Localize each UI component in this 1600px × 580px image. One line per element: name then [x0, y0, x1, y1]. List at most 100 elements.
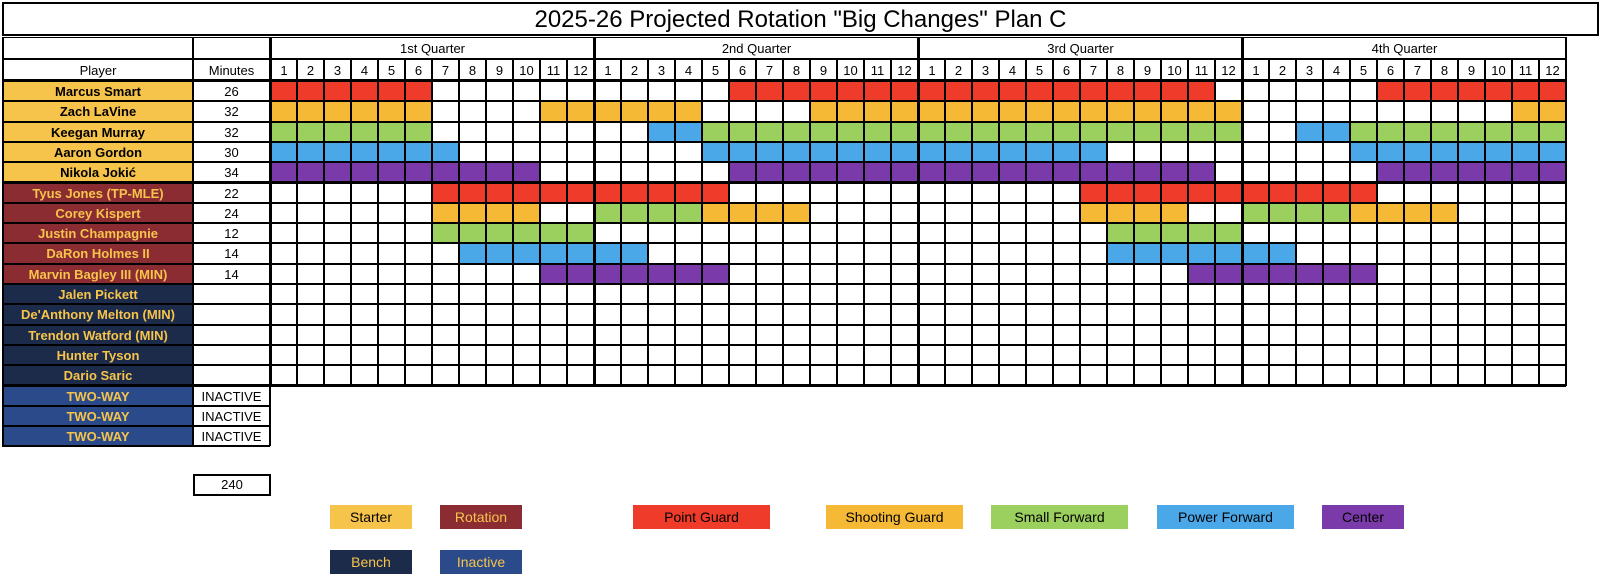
- minute-slot[interactable]: [702, 304, 729, 325]
- minute-slot[interactable]: [1404, 263, 1431, 284]
- minute-slot[interactable]: [1107, 202, 1134, 224]
- minute-slot[interactable]: [1377, 121, 1404, 142]
- minute-slot[interactable]: [1512, 304, 1539, 325]
- minute-slot[interactable]: [972, 223, 999, 244]
- minute-slot[interactable]: [540, 284, 567, 305]
- minute-slot[interactable]: [702, 202, 729, 224]
- minute-slot[interactable]: [972, 243, 999, 264]
- minute-slot[interactable]: [1458, 101, 1485, 122]
- minute-slot[interactable]: [783, 101, 810, 122]
- minute-slot[interactable]: [324, 263, 351, 284]
- minute-slot[interactable]: [1539, 141, 1566, 163]
- minute-slot[interactable]: [675, 284, 702, 305]
- minute-slot[interactable]: [918, 81, 945, 102]
- minute-slot[interactable]: [1242, 182, 1269, 203]
- minute-slot[interactable]: [621, 121, 648, 142]
- minute-slot[interactable]: [891, 162, 918, 183]
- minute-slot[interactable]: [1134, 101, 1161, 122]
- minute-slot[interactable]: [1161, 162, 1188, 183]
- minute-slot[interactable]: [1458, 284, 1485, 305]
- minute-slot[interactable]: [675, 162, 702, 183]
- minute-slot[interactable]: [432, 284, 459, 305]
- minute-slot[interactable]: [675, 182, 702, 203]
- minute-slot[interactable]: [1296, 324, 1323, 345]
- minute-slot[interactable]: [621, 284, 648, 305]
- minute-slot[interactable]: [621, 223, 648, 244]
- minute-slot[interactable]: [1107, 162, 1134, 183]
- minute-slot[interactable]: [405, 304, 432, 325]
- minute-slot[interactable]: [1080, 121, 1107, 142]
- minute-slot[interactable]: [837, 304, 864, 325]
- minute-slot[interactable]: [999, 365, 1026, 386]
- minute-slot[interactable]: [1134, 202, 1161, 224]
- minute-slot[interactable]: [783, 141, 810, 163]
- minute-slot[interactable]: [1080, 141, 1107, 163]
- minute-slot[interactable]: [1134, 324, 1161, 345]
- minute-slot[interactable]: [810, 243, 837, 264]
- minute-slot[interactable]: [1512, 263, 1539, 284]
- minute-slot[interactable]: [459, 243, 486, 264]
- minute-slot[interactable]: [459, 202, 486, 224]
- minute-slot[interactable]: [1350, 344, 1377, 366]
- minute-slot[interactable]: [567, 101, 594, 122]
- minute-slot[interactable]: [405, 324, 432, 345]
- minute-slot[interactable]: [513, 284, 540, 305]
- minute-slot[interactable]: [783, 263, 810, 284]
- minute-slot[interactable]: [594, 344, 621, 366]
- minute-slot[interactable]: [756, 284, 783, 305]
- minute-slot[interactable]: [837, 365, 864, 386]
- minute-slot[interactable]: [1026, 101, 1053, 122]
- minute-slot[interactable]: [999, 344, 1026, 366]
- minute-slot[interactable]: [756, 243, 783, 264]
- minute-slot[interactable]: [594, 324, 621, 345]
- minute-slot[interactable]: [1323, 141, 1350, 163]
- minute-slot[interactable]: [1053, 243, 1080, 264]
- minute-slot[interactable]: [1242, 81, 1269, 102]
- minute-slot[interactable]: [513, 182, 540, 203]
- minute-slot[interactable]: [486, 243, 513, 264]
- minute-slot[interactable]: [1431, 81, 1458, 102]
- minute-slot[interactable]: [594, 202, 621, 224]
- minute-slot[interactable]: [972, 141, 999, 163]
- minute-slot[interactable]: [945, 141, 972, 163]
- minute-slot[interactable]: [1323, 243, 1350, 264]
- minute-slot[interactable]: [810, 324, 837, 345]
- minute-slot[interactable]: [1485, 324, 1512, 345]
- minute-slot[interactable]: [891, 304, 918, 325]
- minute-slot[interactable]: [1512, 121, 1539, 142]
- minute-slot[interactable]: [702, 162, 729, 183]
- minute-slot[interactable]: [378, 162, 405, 183]
- minute-slot[interactable]: [1458, 141, 1485, 163]
- minute-slot[interactable]: [1161, 365, 1188, 386]
- minute-slot[interactable]: [540, 365, 567, 386]
- minute-slot[interactable]: [405, 162, 432, 183]
- minute-slot[interactable]: [1350, 121, 1377, 142]
- minute-slot[interactable]: [297, 223, 324, 244]
- minute-slot[interactable]: [594, 81, 621, 102]
- minute-slot[interactable]: [324, 162, 351, 183]
- minute-slot[interactable]: [1431, 344, 1458, 366]
- minute-slot[interactable]: [567, 263, 594, 284]
- minute-slot[interactable]: [1080, 101, 1107, 122]
- minute-slot[interactable]: [810, 344, 837, 366]
- minute-slot[interactable]: [837, 344, 864, 366]
- minute-slot[interactable]: [1377, 141, 1404, 163]
- minute-slot[interactable]: [1107, 344, 1134, 366]
- minute-slot[interactable]: [1323, 344, 1350, 366]
- minute-slot[interactable]: [1512, 101, 1539, 122]
- minute-slot[interactable]: [1350, 263, 1377, 284]
- minute-slot[interactable]: [405, 121, 432, 142]
- minute-slot[interactable]: [459, 81, 486, 102]
- minute-slot[interactable]: [270, 101, 297, 122]
- minute-slot[interactable]: [1296, 284, 1323, 305]
- minute-slot[interactable]: [1026, 162, 1053, 183]
- minute-slot[interactable]: [945, 81, 972, 102]
- minute-slot[interactable]: [1107, 121, 1134, 142]
- minute-slot[interactable]: [1539, 223, 1566, 244]
- minute-slot[interactable]: [351, 324, 378, 345]
- minute-slot[interactable]: [594, 365, 621, 386]
- minute-slot[interactable]: [999, 81, 1026, 102]
- minute-slot[interactable]: [1134, 182, 1161, 203]
- minute-slot[interactable]: [540, 223, 567, 244]
- minute-slot[interactable]: [1215, 223, 1242, 244]
